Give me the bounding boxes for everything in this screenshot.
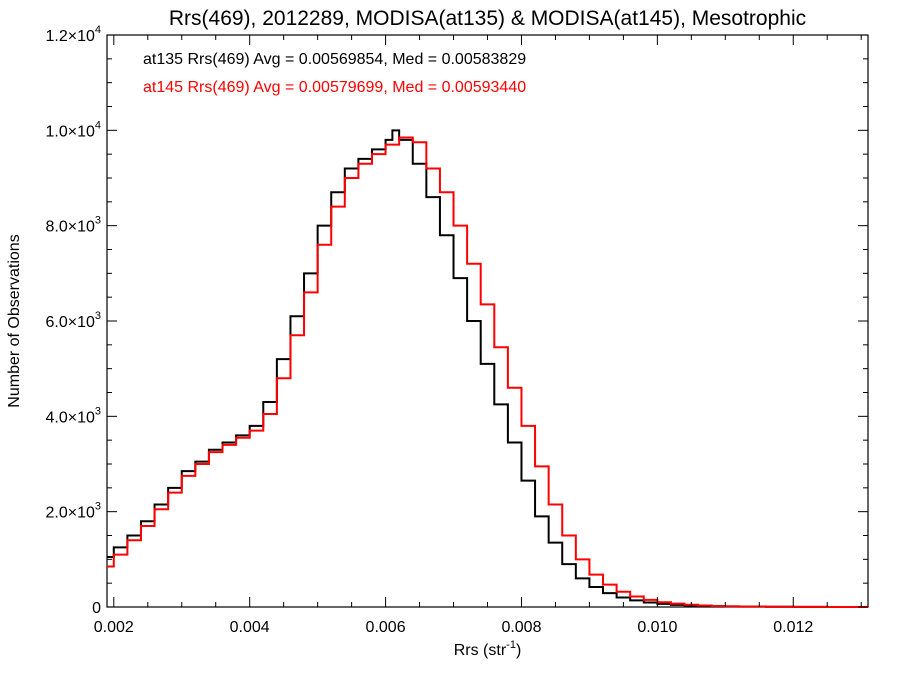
y-tick-label: 0 (92, 600, 101, 617)
y-axis-title: Number of Observations (6, 234, 23, 407)
y-tick-label: 2.0×103 (45, 501, 101, 522)
chart-title: Rrs(469), 2012289, MODISA(at135) & MODIS… (169, 7, 806, 30)
y-tick-label: 1.0×104 (45, 119, 101, 140)
series-line-at135 (107, 129, 869, 608)
x-tick-label: 0.010 (637, 619, 677, 636)
series-line-at145 (107, 136, 869, 608)
y-axis: 0 2.0×103 4.0×103 6.0×103 8.0×103 1.0×104 1.2×… (45, 24, 868, 617)
x-axis-title-suffix: ) (516, 642, 521, 659)
x-axis-title-superscript: -1 (506, 639, 516, 651)
plot-area (106, 34, 869, 608)
x-tick-label: 0.008 (501, 619, 541, 636)
y-tick-label: 1.2×104 (45, 24, 101, 45)
y-tick-label: 8.0×103 (45, 215, 101, 236)
y-tick-label: 4.0×103 (45, 405, 101, 426)
y-tick-label: 6.0×103 (45, 310, 101, 331)
legend: at135 Rrs(469) Avg = 0.00569854, Med = 0… (143, 51, 526, 96)
legend-entry-at135: at135 Rrs(469) Avg = 0.00569854, Med = 0… (143, 51, 526, 68)
x-tick-label: 0.004 (230, 619, 270, 636)
x-axis: 0.002 0.004 0.006 0.008 0.010 0.012 (94, 35, 862, 636)
plot-frame (106, 34, 869, 608)
x-axis-title: Rrs (str-1) (454, 639, 522, 659)
x-tick-label: 0.002 (94, 619, 134, 636)
x-tick-label: 0.012 (773, 619, 813, 636)
legend-entry-at145: at145 Rrs(469) Avg = 0.00579699, Med = 0… (143, 79, 526, 96)
x-tick-label: 0.006 (366, 619, 406, 636)
x-axis-title-main: Rrs (str (454, 642, 507, 659)
